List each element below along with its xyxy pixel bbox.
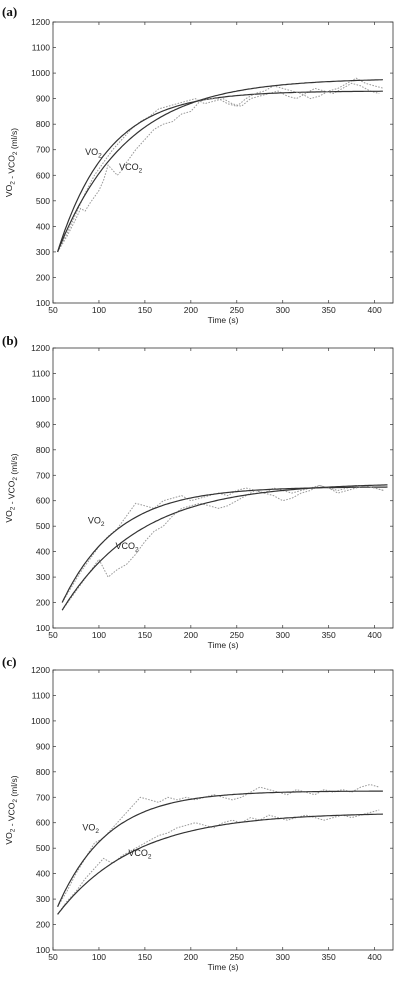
y-tick-label: 1100 [32, 368, 51, 378]
y-tick-label: 700 [36, 792, 50, 802]
y-tick-label: 200 [36, 920, 50, 930]
x-tick-label: 200 [184, 630, 198, 640]
series-vo2-raw [57, 82, 380, 253]
x-tick-label: 200 [184, 305, 198, 315]
y-tick-label: 800 [36, 119, 50, 129]
series-label-vo2: VO2 [85, 147, 102, 160]
y-tick-label: 200 [36, 598, 50, 608]
x-axis-label: Time (s) [208, 962, 239, 972]
x-tick-label: 300 [276, 305, 290, 315]
panel-a: (a) 100 200 300 400 500 600 700 800 900 1000 1100 12… [2, 4, 394, 325]
y-tick-label: 800 [36, 767, 50, 777]
x-axis-label: Time (s) [208, 315, 239, 325]
x-tick-label: 150 [138, 305, 152, 315]
x-tick-label: 400 [368, 952, 382, 962]
series-label-vco2: VCO2 [128, 848, 152, 861]
y-tick-label: 400 [36, 869, 50, 879]
y-tick-label: 700 [36, 145, 50, 155]
x-tick-label: 250 [230, 952, 244, 962]
plot-frame [52, 21, 394, 304]
y-tick-label: 1200 [31, 17, 50, 27]
y-axis-label: VO2 - VCO2 (ml/s) [4, 128, 19, 197]
x-tick-label: 400 [368, 305, 382, 315]
series-vo2-fit [61, 486, 388, 603]
y-axis-label: VO2 - VCO2 (ml/s) [4, 775, 19, 844]
y-axis-label: VO2 - VCO2 (ml/s) [4, 453, 19, 522]
y-tick-label: 300 [36, 247, 50, 257]
y-tick-label: 500 [36, 196, 50, 206]
x-tick-label: 350 [322, 305, 336, 315]
y-tick-label: 1100 [32, 690, 51, 700]
x-tick-label: 50 [48, 305, 58, 315]
y-tick-label: 100 [36, 623, 50, 633]
x-tick-label: 50 [48, 630, 58, 640]
x-tick-label: 150 [138, 952, 152, 962]
series-label-vo2: VO2 [82, 822, 99, 835]
series-vco2-fit [57, 813, 383, 915]
plot-frame [52, 347, 394, 629]
y-tick-label: 1200 [31, 343, 50, 353]
x-tick-label: 100 [92, 952, 106, 962]
series-vo2-fit [57, 90, 383, 253]
x-tick-label: 350 [322, 952, 336, 962]
y-tick-label: 400 [36, 547, 50, 557]
y-tick-label: 600 [36, 170, 50, 180]
y-tick-label: 800 [36, 445, 50, 455]
series-vco2-raw [57, 77, 384, 253]
panel-b: (b) 100 200 300 400 500 600 700 800 900 1000 1100 12… [2, 333, 394, 650]
panel-label: (a) [2, 4, 17, 19]
x-tick-label: 300 [276, 952, 290, 962]
x-tick-label: 150 [138, 630, 152, 640]
x-tick-label: 350 [322, 630, 336, 640]
x-axis-label: Time (s) [208, 640, 239, 650]
y-tick-label: 200 [36, 272, 50, 282]
y-tick-label: 600 [36, 496, 50, 506]
series-vco2-raw [61, 484, 384, 611]
y-tick-label: 600 [36, 818, 50, 828]
y-tick-label: 1000 [31, 716, 50, 726]
y-tick-label: 300 [36, 572, 50, 582]
panel-c: (c) 100 200 300 400 500 600 700 800 900 1000 1100 12… [2, 654, 394, 972]
series-vco2-fit [57, 79, 383, 253]
y-tick-label: 900 [36, 94, 50, 104]
y-tick-label: 100 [36, 298, 50, 308]
x-tick-label: 50 [48, 952, 58, 962]
x-tick-label: 250 [230, 630, 244, 640]
x-tick-label: 100 [92, 305, 106, 315]
y-tick-label: 900 [36, 419, 50, 429]
series-vo2-raw [61, 484, 384, 603]
series-label-vco2: VCO2 [119, 162, 143, 175]
y-tick-label: 500 [36, 521, 50, 531]
y-tick-label: 700 [36, 470, 50, 480]
x-tick-label: 250 [230, 305, 244, 315]
series-label-vco2: VCO2 [115, 541, 139, 554]
x-tick-label: 100 [92, 630, 106, 640]
y-tick-label: 400 [36, 221, 50, 231]
panel-label: (c) [2, 654, 16, 669]
y-tick-label: 500 [36, 843, 50, 853]
series-vo2-raw [57, 783, 380, 907]
series-vo2-fit [57, 790, 383, 907]
y-tick-label: 100 [36, 945, 50, 955]
y-tick-label: 1100 [32, 43, 51, 53]
y-tick-label: 900 [36, 741, 50, 751]
panel-label: (b) [2, 333, 18, 348]
y-tick-label: 1000 [31, 394, 50, 404]
x-tick-label: 300 [276, 630, 290, 640]
x-tick-label: 400 [368, 630, 382, 640]
plot-frame [52, 669, 394, 951]
series-vco2-fit [61, 484, 388, 611]
y-tick-label: 1000 [31, 68, 50, 78]
series-vco2-raw [57, 809, 380, 915]
x-tick-label: 200 [184, 952, 198, 962]
series-label-vo2: VO2 [88, 516, 105, 529]
y-tick-label: 300 [36, 894, 50, 904]
y-tick-label: 1200 [31, 665, 50, 675]
